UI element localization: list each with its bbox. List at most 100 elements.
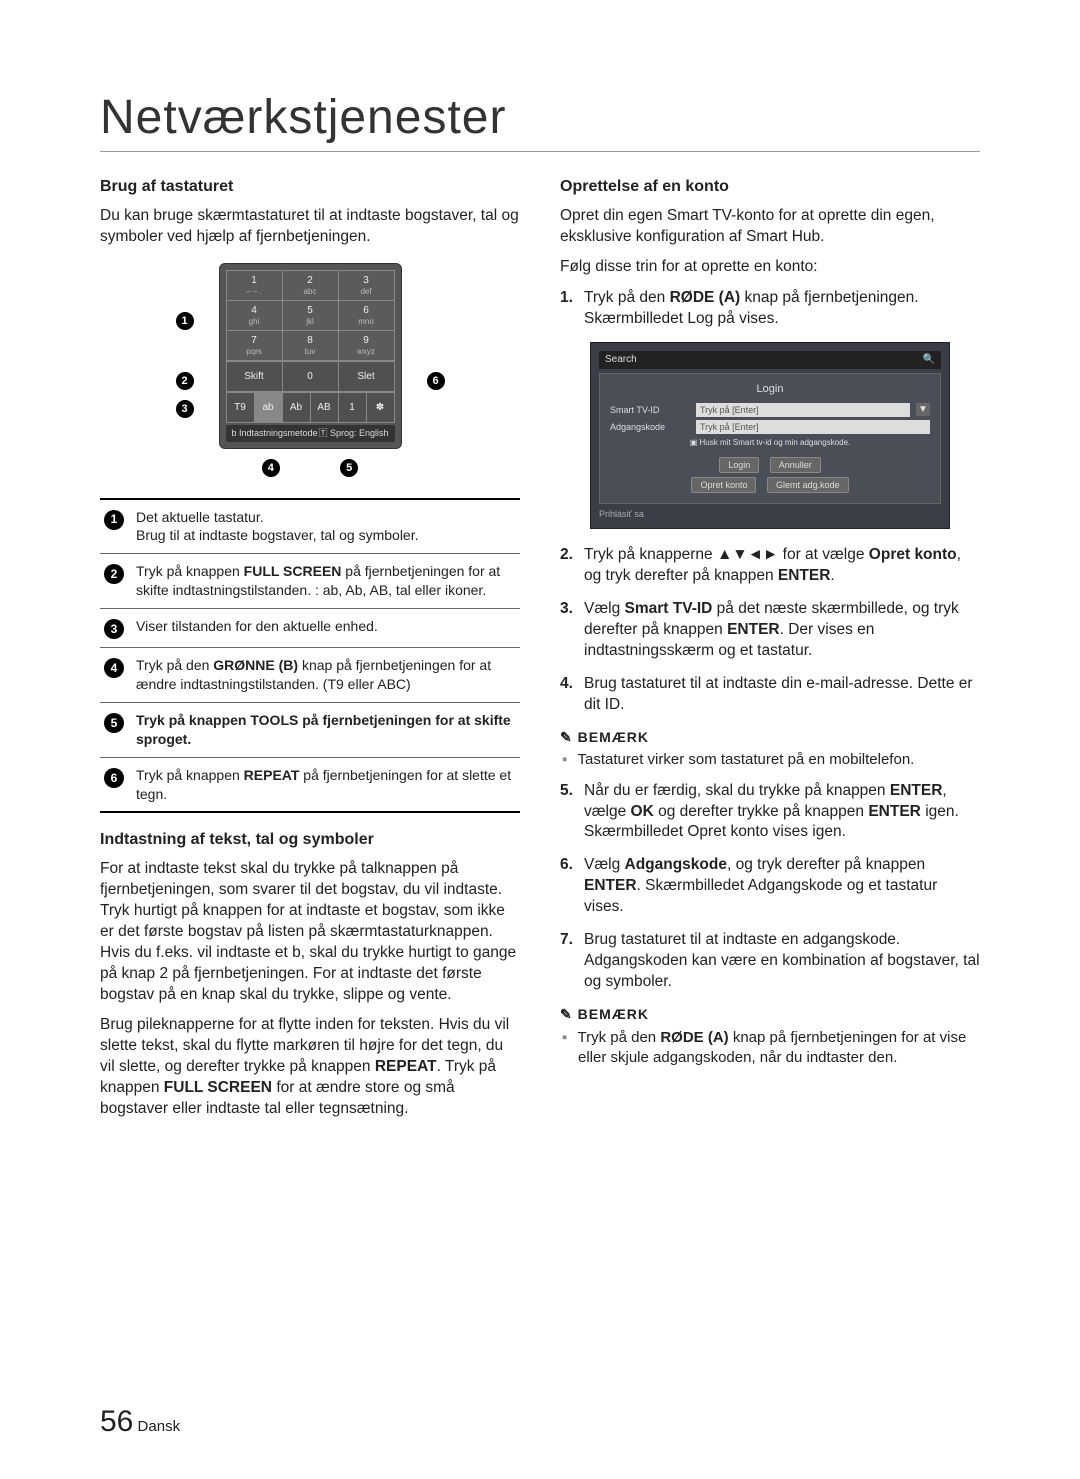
legend-number: 3 (104, 619, 124, 639)
step-item: Brug tastaturet til at indtaste din e-ma… (560, 674, 980, 716)
legend-row: 5 Tryk på knappen TOOLS på fjernbetjening… (100, 703, 520, 758)
note-1-list: Tastaturet virker som tastaturet på en m… (560, 750, 980, 770)
mode-key[interactable]: ✽ (366, 393, 394, 423)
keypad-key[interactable]: 1– – . (226, 271, 282, 301)
keyboard-legend-table: 1 Det aktuelle tastatur.Brug til at indta… (100, 498, 520, 814)
note-1-label: BEMÆRK (560, 728, 980, 747)
legend-number: 4 (104, 658, 124, 678)
mode-key[interactable]: 1 (338, 393, 366, 423)
callout-1: 1 (176, 312, 194, 330)
legend-number: 5 (104, 713, 124, 733)
keypad-key[interactable]: 6mno (338, 301, 394, 331)
text-entry-heading: Indtastning af tekst, tal og symboler (100, 829, 520, 851)
legend-row: 1 Det aktuelle tastatur.Brug til at indta… (100, 500, 520, 555)
mode-key[interactable]: Ab (282, 393, 310, 423)
keypad-key[interactable]: 8tuv (282, 331, 338, 361)
mode-key[interactable]: ab (254, 393, 282, 423)
keypad-key[interactable]: 9wxyz (338, 331, 394, 361)
legend-number: 2 (104, 564, 124, 584)
step-item: Tryk på den RØDE (A) knap på fjernbetjen… (560, 288, 980, 330)
keyboard-usage-heading: Brug af tastaturet (100, 176, 520, 198)
keyboard-status-bar: b Indtastningsmetode 🅃 Sprog: English (226, 425, 395, 441)
callout-5: 5 (340, 459, 358, 477)
legend-row: 6 Tryk på knappen REPEAT på fjernbetjenin… (100, 758, 520, 814)
steps-list-b: Tryk på knapperne ▲▼◄► for at vælge Opre… (560, 545, 980, 715)
login-button[interactable]: Login (719, 457, 759, 473)
keypad-key[interactable]: 2abc (282, 271, 338, 301)
password-input[interactable]: Tryk på [Enter] (696, 420, 930, 434)
keyboard-keys: 1– – .2abc3def 4ghi5jkl6mno 7pqrs8tuv9wxyz (226, 270, 395, 361)
key-shift[interactable]: Skift (226, 362, 282, 392)
step-item: Tryk på knapperne ▲▼◄► for at vælge Opre… (560, 545, 980, 587)
create-account-button[interactable]: Opret konto (691, 477, 756, 493)
login-screenshot: Search 🔍 Login Smart TV-ID Tryk på [Ente… (560, 342, 980, 529)
callout-2: 2 (176, 372, 194, 390)
create-account-heading: Oprettelse af en konto (560, 176, 980, 198)
create-account-follow: Følg disse trin for at oprette en konto: (560, 257, 980, 278)
login-panel: Login Smart TV-ID Tryk på [Enter] ▼ Adga… (599, 373, 941, 504)
login-buttons: Login Annuller Opret konto Glemt adg.kod… (610, 455, 930, 495)
keypad-key[interactable]: 5jkl (282, 301, 338, 331)
login-dialog: Search 🔍 Login Smart TV-ID Tryk på [Ente… (590, 342, 950, 529)
text-entry-para-2: Brug pileknapperne for at flytte inden f… (100, 1015, 520, 1120)
login-title: Login (610, 382, 930, 397)
mode-key[interactable]: AB (310, 393, 338, 423)
legend-text: Tryk på knappen TOOLS på fjernbetjeninge… (136, 711, 516, 749)
keyboard-usage-intro: Du kan bruge skærmtastaturet til at indt… (100, 206, 520, 248)
step-item: Vælg Smart TV-ID på det næste skærmbille… (560, 599, 980, 662)
onscreen-keyboard-figure: 1 2 3 6 1– – .2abc3def 4ghi5jkl6mno 7pqrs8… (100, 263, 520, 477)
legend-text: Tryk på knappen REPEAT på fjernbetjening… (136, 766, 516, 804)
page-language: Dansk (138, 1418, 181, 1435)
note-2-label: BEMÆRK (560, 1005, 980, 1024)
forgot-password-button[interactable]: Glemt adg.kode (767, 477, 849, 493)
legend-text: Viser tilstanden for den aktuelle enhed. (136, 617, 516, 636)
legend-number: 6 (104, 768, 124, 788)
note-2-list: Tryk på den RØDE (A) knap på fjernbetjen… (560, 1028, 980, 1069)
page-number: 56 Dansk (100, 1405, 180, 1439)
callout-6: 6 (427, 372, 445, 390)
search-bar: Search 🔍 (599, 351, 941, 369)
remember-checkbox[interactable]: ▣ (690, 438, 698, 447)
legend-number: 1 (104, 510, 124, 530)
search-label: Search (605, 353, 637, 367)
create-account-intro: Opret din egen Smart TV-konto for at opr… (560, 206, 980, 248)
legend-row: 3 Viser tilstanden for den aktuelle enhed… (100, 609, 520, 648)
key-0[interactable]: 0 (282, 362, 338, 392)
key-delete[interactable]: Slet (338, 362, 394, 392)
note-item: Tastaturet virker som tastaturet på en m… (578, 750, 980, 770)
legend-text: Tryk på den GRØNNE (B) knap på fjernbetj… (136, 656, 516, 694)
remember-label: Husk mit Smart tv-id og min adgangskode. (700, 438, 851, 447)
keyboard-bottom-row: Skift 0 Slet (226, 361, 395, 392)
legend-row: 2 Tryk på knappen FULL SCREEN på fjernbet… (100, 554, 520, 609)
smarttv-id-label: Smart TV-ID (610, 404, 690, 416)
callout-4: 4 (262, 459, 280, 477)
legend-text: Det aktuelle tastatur.Brug til at indtas… (136, 508, 516, 546)
legend-row: 4 Tryk på den GRØNNE (B) knap på fjernbet… (100, 648, 520, 703)
page-number-value: 56 (100, 1405, 133, 1438)
legend-text: Tryk på knappen FULL SCREEN på fjernbetj… (136, 562, 516, 600)
right-column: Oprettelse af en konto Opret din egen Sm… (560, 170, 980, 1130)
language-label: 🅃 Sprog: English (318, 427, 388, 439)
keyboard-mode-row: T9abAbAB1✽ (226, 392, 395, 423)
search-icon: 🔍 (923, 353, 935, 367)
keypad-key[interactable]: 3def (338, 271, 394, 301)
mode-key[interactable]: T9 (226, 393, 254, 423)
note-item: Tryk på den RØDE (A) knap på fjernbetjen… (578, 1028, 980, 1069)
cancel-button[interactable]: Annuller (770, 457, 821, 473)
smarttv-id-input[interactable]: Tryk på [Enter] (696, 403, 910, 417)
login-footer: Prihlásiť sa (599, 508, 941, 520)
keypad-key[interactable]: 4ghi (226, 301, 282, 331)
step-item: Vælg Adgangskode, og tryk derefter på kn… (560, 855, 980, 918)
dropdown-icon[interactable]: ▼ (916, 403, 930, 417)
steps-list-a: Tryk på den RØDE (A) knap på fjernbetjen… (560, 288, 980, 330)
two-column-layout: Brug af tastaturet Du kan bruge skærmtas… (100, 170, 980, 1130)
page-title: Netværkstjenester (100, 90, 980, 152)
password-label: Adgangskode (610, 421, 690, 433)
onscreen-keyboard: 1 2 3 6 1– – .2abc3def4ghi5jkl6mno7pqrs8… (219, 263, 402, 448)
keypad-key[interactable]: 7pqrs (226, 331, 282, 361)
callout-3: 3 (176, 400, 194, 418)
text-entry-para-1: For at indtaste tekst skal du trykke på … (100, 859, 520, 1005)
input-method-label: b Indtastningsmetode (232, 427, 318, 439)
left-column: Brug af tastaturet Du kan bruge skærmtas… (100, 170, 520, 1130)
steps-list-c: Når du er færdig, skal du trykke på knap… (560, 781, 980, 993)
